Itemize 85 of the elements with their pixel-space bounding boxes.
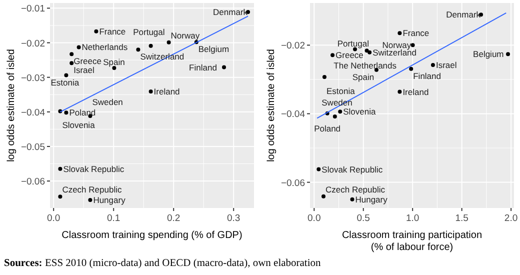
point: [330, 53, 335, 58]
point: [148, 90, 153, 94]
y-tick-label: −0.02: [280, 40, 305, 52]
annotation: Estonia: [50, 77, 80, 88]
annotation: France: [402, 28, 430, 38]
y-tick-label: −0.01: [20, 4, 45, 15]
annotation: Belgium: [198, 44, 230, 54]
point: [148, 44, 153, 48]
point: [222, 65, 226, 70]
x-tick-label: 0.2: [166, 213, 180, 224]
annotation: Spain: [103, 56, 126, 67]
point: [316, 167, 321, 172]
annotation: Czech Republic: [62, 184, 122, 195]
annotation: Spain: [352, 72, 374, 82]
point: [70, 52, 74, 56]
point: [350, 197, 354, 202]
point: [64, 73, 68, 78]
annotation: Ireland: [402, 86, 429, 97]
annotation: Belgium: [473, 49, 504, 60]
point: [506, 52, 510, 56]
point: [64, 110, 68, 115]
annotation: Finland: [189, 62, 218, 72]
point: [321, 194, 326, 198]
annotation: Czech Republic: [325, 184, 386, 194]
annotation: Finland: [413, 70, 442, 81]
point: [338, 110, 342, 114]
annotation: Portugal: [337, 38, 370, 48]
annotation: Estonia: [326, 86, 356, 96]
point: [430, 63, 435, 68]
x-axis-title: Classroom training spending (% of GDP): [62, 230, 242, 241]
annotation: Slovak Republic: [322, 164, 384, 174]
x-tick-label: 1.5: [455, 213, 468, 224]
annotation: Slovenia: [62, 120, 96, 130]
annotation: Poland: [69, 108, 96, 118]
point: [368, 50, 372, 54]
annotation: Israel: [74, 65, 94, 76]
y-axis-title: log odds estimate of isled: [6, 49, 17, 162]
annotation: Hungary: [93, 195, 126, 206]
point: [398, 90, 402, 94]
point: [88, 198, 92, 202]
x-tick-label: 0.0: [46, 213, 60, 224]
y-tick-label: −0.05: [20, 142, 45, 153]
y-tick-label: −0.04: [280, 109, 305, 120]
point: [322, 75, 326, 80]
x-tick-label: 2.0: [504, 213, 518, 224]
annotation: France: [99, 26, 126, 36]
point: [94, 29, 98, 34]
source-note: Sources: ESS 2010 (micro-data) and OECD (macro-data), own elaboration: [4, 258, 322, 269]
annotation: Poland: [314, 123, 341, 134]
annotation: Slovenia: [343, 106, 376, 117]
annotation: The Netherlands: [334, 60, 397, 71]
point: [136, 48, 140, 52]
x-axis-title: Classroom training participation (% of labour force): [342, 230, 482, 253]
annotation: Netherlands: [82, 42, 128, 52]
point: [332, 114, 337, 118]
y-tick-label: −0.03: [20, 72, 45, 84]
point: [58, 194, 62, 199]
annotation: Slovak Republic: [63, 164, 125, 174]
y-tick-label: −0.02: [20, 38, 45, 50]
x-tick-label: 0.1: [106, 213, 120, 224]
annotation: Norway: [382, 40, 412, 50]
y-tick-label: −0.06: [20, 176, 45, 188]
point: [70, 61, 74, 66]
point: [398, 31, 402, 36]
point: [76, 45, 81, 50]
x-tick-label: 0.3: [226, 213, 240, 224]
point: [166, 40, 171, 44]
annotation: Ireland: [154, 86, 180, 96]
annotation: Denmark: [446, 10, 482, 20]
point: [409, 66, 414, 71]
x-tick-label: 0.5: [356, 213, 370, 224]
y-tick-label: −0.06: [280, 178, 305, 189]
annotation: Norway: [170, 30, 200, 40]
annotation: Greece: [74, 56, 102, 66]
y-axis-title: log odds estimate of isled: [266, 49, 277, 162]
annotation: Denmark: [213, 6, 248, 17]
annotation: Portugal: [133, 26, 165, 37]
annotation: Greece: [336, 50, 364, 60]
x-tick-label: 1.0: [406, 213, 420, 224]
point: [58, 166, 62, 171]
annotation: Hungary: [355, 194, 388, 204]
x-tick-label: 0.0: [308, 213, 321, 224]
y-tick-label: −0.04: [20, 107, 45, 118]
annotation: Sweden: [92, 97, 124, 108]
annotation: Israel: [436, 60, 457, 70]
